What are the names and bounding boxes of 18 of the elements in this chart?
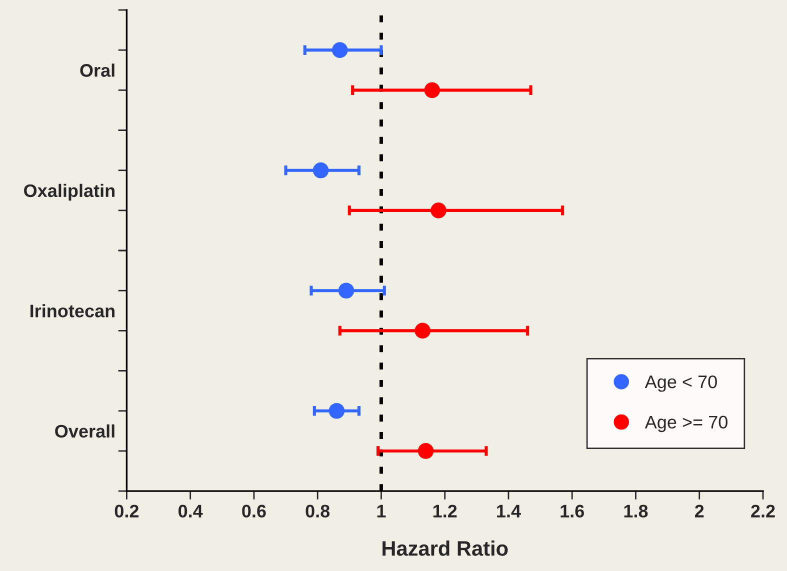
- y-tick-label: Irinotecan: [30, 304, 114, 318]
- y-tick-label: Oral: [80, 64, 114, 77]
- x-tick-label: 2.2: [751, 504, 775, 518]
- x-axis-title: Hazard Ratio: [382, 540, 508, 556]
- x-tick-label: 1.8: [624, 504, 648, 518]
- legend-label: Age >= 70: [644, 416, 728, 432]
- x-tick-label: 0.8: [306, 504, 330, 518]
- x-tick-label: 1.2: [433, 504, 457, 518]
- x-tick-label: 1.4: [497, 504, 521, 518]
- x-tick-label: 0.2: [114, 504, 139, 518]
- legend-label: Age < 70: [644, 375, 717, 392]
- x-tick-label: 0.6: [242, 504, 266, 518]
- x-tick-label: 1: [377, 504, 386, 518]
- y-tick-label: Overall: [55, 424, 114, 438]
- x-tick-label: 1.6: [560, 504, 584, 518]
- x-tick-label: 0.4: [178, 504, 203, 518]
- y-tick-label: Oxaliplatin: [24, 184, 114, 201]
- x-tick-label: 2: [694, 504, 704, 518]
